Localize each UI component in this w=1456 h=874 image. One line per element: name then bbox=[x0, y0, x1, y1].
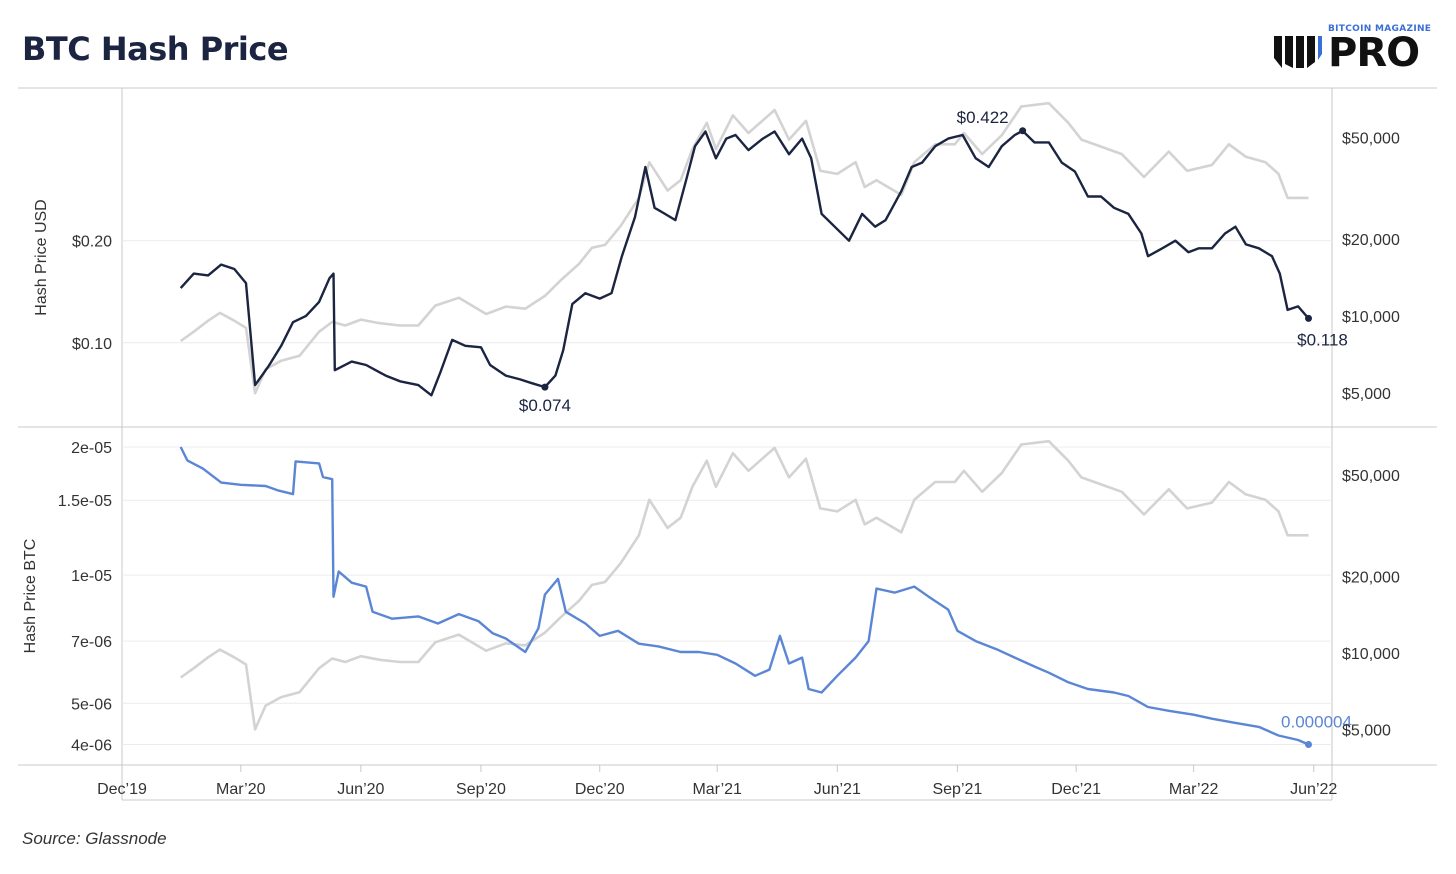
y-tick-label: $0.20 bbox=[72, 234, 112, 251]
y-tick-label: 4e-06 bbox=[71, 738, 112, 755]
y2-tick-label: $5,000 bbox=[1342, 386, 1391, 403]
x-tick-label: Sep’20 bbox=[456, 781, 506, 798]
annotation-point bbox=[1305, 741, 1313, 749]
x-tick-label: Jun’20 bbox=[337, 781, 384, 798]
annotation-marks: $0.074 $0.422 $0.118 0.000004 bbox=[519, 108, 1352, 749]
x-tick-label: Jun’21 bbox=[814, 781, 861, 798]
logo-small-text: BITCOIN MAGAZINE bbox=[1328, 24, 1432, 34]
btc-price-line bbox=[179, 439, 1309, 731]
y-axis-title: Hash Price BTC bbox=[22, 539, 39, 654]
logo-big-text: PRO bbox=[1328, 30, 1420, 76]
hash-price-usd-line bbox=[179, 129, 1310, 397]
x-tick-label: Sep’21 bbox=[932, 781, 982, 798]
series-lines bbox=[179, 101, 1310, 746]
y-tick-label: 1e-05 bbox=[71, 568, 112, 585]
annotation-point bbox=[1019, 127, 1027, 135]
annotation-label: 0.000004 bbox=[1281, 713, 1352, 732]
bitcoin-magazine-pro-logo: BITCOIN MAGAZINE PRO bbox=[1272, 24, 1437, 76]
axis-ticks: Dec’19 Mar’20 Jun’20 Sep’20 Dec’20 Mar’21 Jun’… bbox=[22, 130, 1400, 798]
x-tick-label: Dec’20 bbox=[575, 781, 625, 798]
y2-tick-label: $10,000 bbox=[1342, 646, 1400, 663]
x-tick-label: Jun’22 bbox=[1290, 781, 1337, 798]
x-tick-label: Mar’22 bbox=[1169, 781, 1219, 798]
logo-bars-icon bbox=[1274, 36, 1322, 68]
y2-tick-label: $50,000 bbox=[1342, 468, 1400, 485]
y-tick-label: 5e-06 bbox=[71, 696, 112, 713]
y2-tick-label: $10,000 bbox=[1342, 309, 1400, 326]
y-tick-label: 2e-05 bbox=[71, 440, 112, 457]
annotation-label: $0.074 bbox=[519, 396, 571, 415]
annotation-point bbox=[541, 383, 549, 391]
annotation-label: $0.118 bbox=[1297, 330, 1348, 349]
y-tick-label: $0.10 bbox=[72, 336, 112, 353]
y2-tick-label: $50,000 bbox=[1342, 130, 1400, 147]
chart-frame bbox=[18, 87, 1437, 801]
x-tick-label: Mar’20 bbox=[216, 781, 266, 798]
y2-tick-label: $20,000 bbox=[1342, 232, 1400, 249]
gridlines bbox=[122, 240, 1332, 746]
source-note: Source: Glassnode bbox=[22, 829, 167, 848]
y-axis-title: Hash Price USD bbox=[33, 199, 50, 315]
y2-tick-label: $5,000 bbox=[1342, 722, 1391, 739]
x-tick-label: Dec’19 bbox=[97, 781, 147, 798]
annotation-label: $0.422 bbox=[957, 108, 1009, 127]
x-tick-label: Dec’21 bbox=[1051, 781, 1101, 798]
y-tick-label: 7e-06 bbox=[71, 634, 112, 651]
y2-tick-label: $20,000 bbox=[1342, 569, 1400, 586]
chart-title: BTC Hash Price bbox=[22, 30, 289, 68]
hash-price-btc-line bbox=[179, 446, 1309, 746]
annotation-point bbox=[1305, 314, 1313, 322]
y-tick-label: 1.5e-05 bbox=[58, 493, 112, 510]
x-tick-label: Mar’21 bbox=[692, 781, 742, 798]
